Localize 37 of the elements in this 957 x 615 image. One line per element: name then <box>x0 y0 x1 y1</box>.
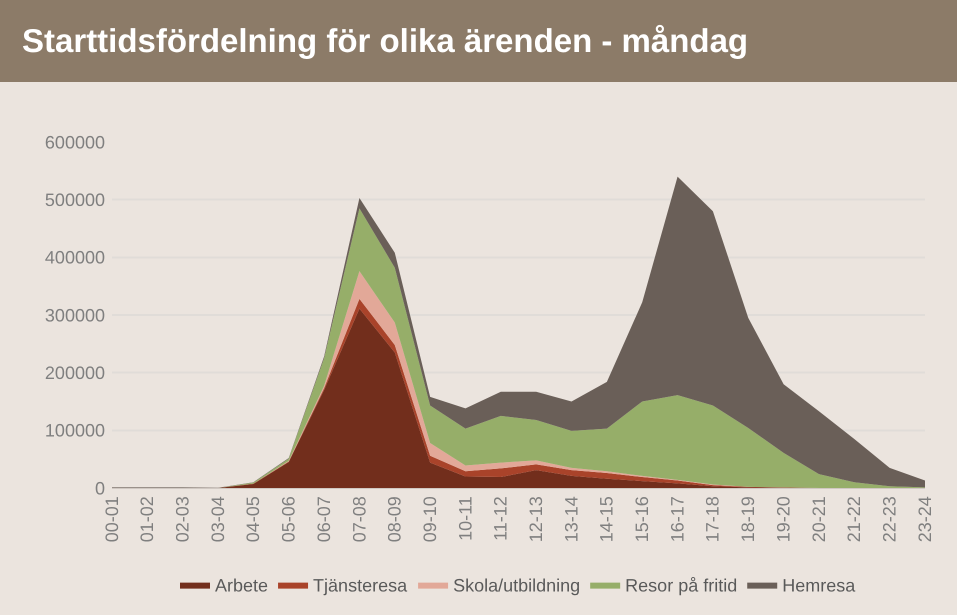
x-tick-label: 07-08 <box>349 496 370 542</box>
y-tick-label: 100000 <box>44 420 105 441</box>
x-tick-label: 02-03 <box>172 496 193 542</box>
x-tick-label: 13-14 <box>561 496 582 542</box>
x-tick-label: 03-04 <box>208 496 228 542</box>
x-tick-label: 05-06 <box>278 496 299 542</box>
legend-label: Resor på fritid <box>625 576 738 596</box>
y-tick-label: 300000 <box>44 305 105 326</box>
legend-label: Tjänsteresa <box>313 576 408 596</box>
x-tick-label: 04-05 <box>243 496 264 542</box>
x-tick-label: 18-19 <box>738 496 758 542</box>
x-tick-label: 15-16 <box>632 496 652 542</box>
chart-title: Starttidsfördelning för olika ärenden - måndag <box>0 0 957 82</box>
x-tick-label: 14-15 <box>596 496 617 542</box>
x-tick-label: 08-09 <box>384 496 405 542</box>
x-tick-label: 12-13 <box>526 496 546 542</box>
x-tick-label: 10-11 <box>455 496 476 541</box>
x-tick-label: 21-22 <box>844 496 864 542</box>
y-tick-label: 400000 <box>44 248 105 268</box>
x-tick-label: 09-10 <box>420 496 440 542</box>
x-tick-label: 01-02 <box>137 496 158 542</box>
x-tick-label: 06-07 <box>314 496 334 542</box>
y-tick-label: 500000 <box>44 190 105 210</box>
legend-label: Hemresa <box>782 576 856 596</box>
y-tick-label: 200000 <box>44 362 105 383</box>
y-tick-label: 600000 <box>44 132 105 152</box>
y-tick-label: 0 <box>94 478 105 498</box>
x-tick-label: 19-20 <box>773 496 794 542</box>
x-tick-label: 16-17 <box>667 496 688 542</box>
x-tick-label: 23-24 <box>914 496 935 542</box>
x-tick-label: 00-01 <box>102 496 122 542</box>
x-tick-label: 22-23 <box>880 496 900 542</box>
x-tick-label: 17-18 <box>702 496 723 542</box>
x-tick-label: 11-12 <box>490 496 511 541</box>
x-tick-label: 20-21 <box>808 496 829 542</box>
legend-label: Arbete <box>215 576 268 596</box>
legend-label: Skola/utbildning <box>453 576 580 596</box>
